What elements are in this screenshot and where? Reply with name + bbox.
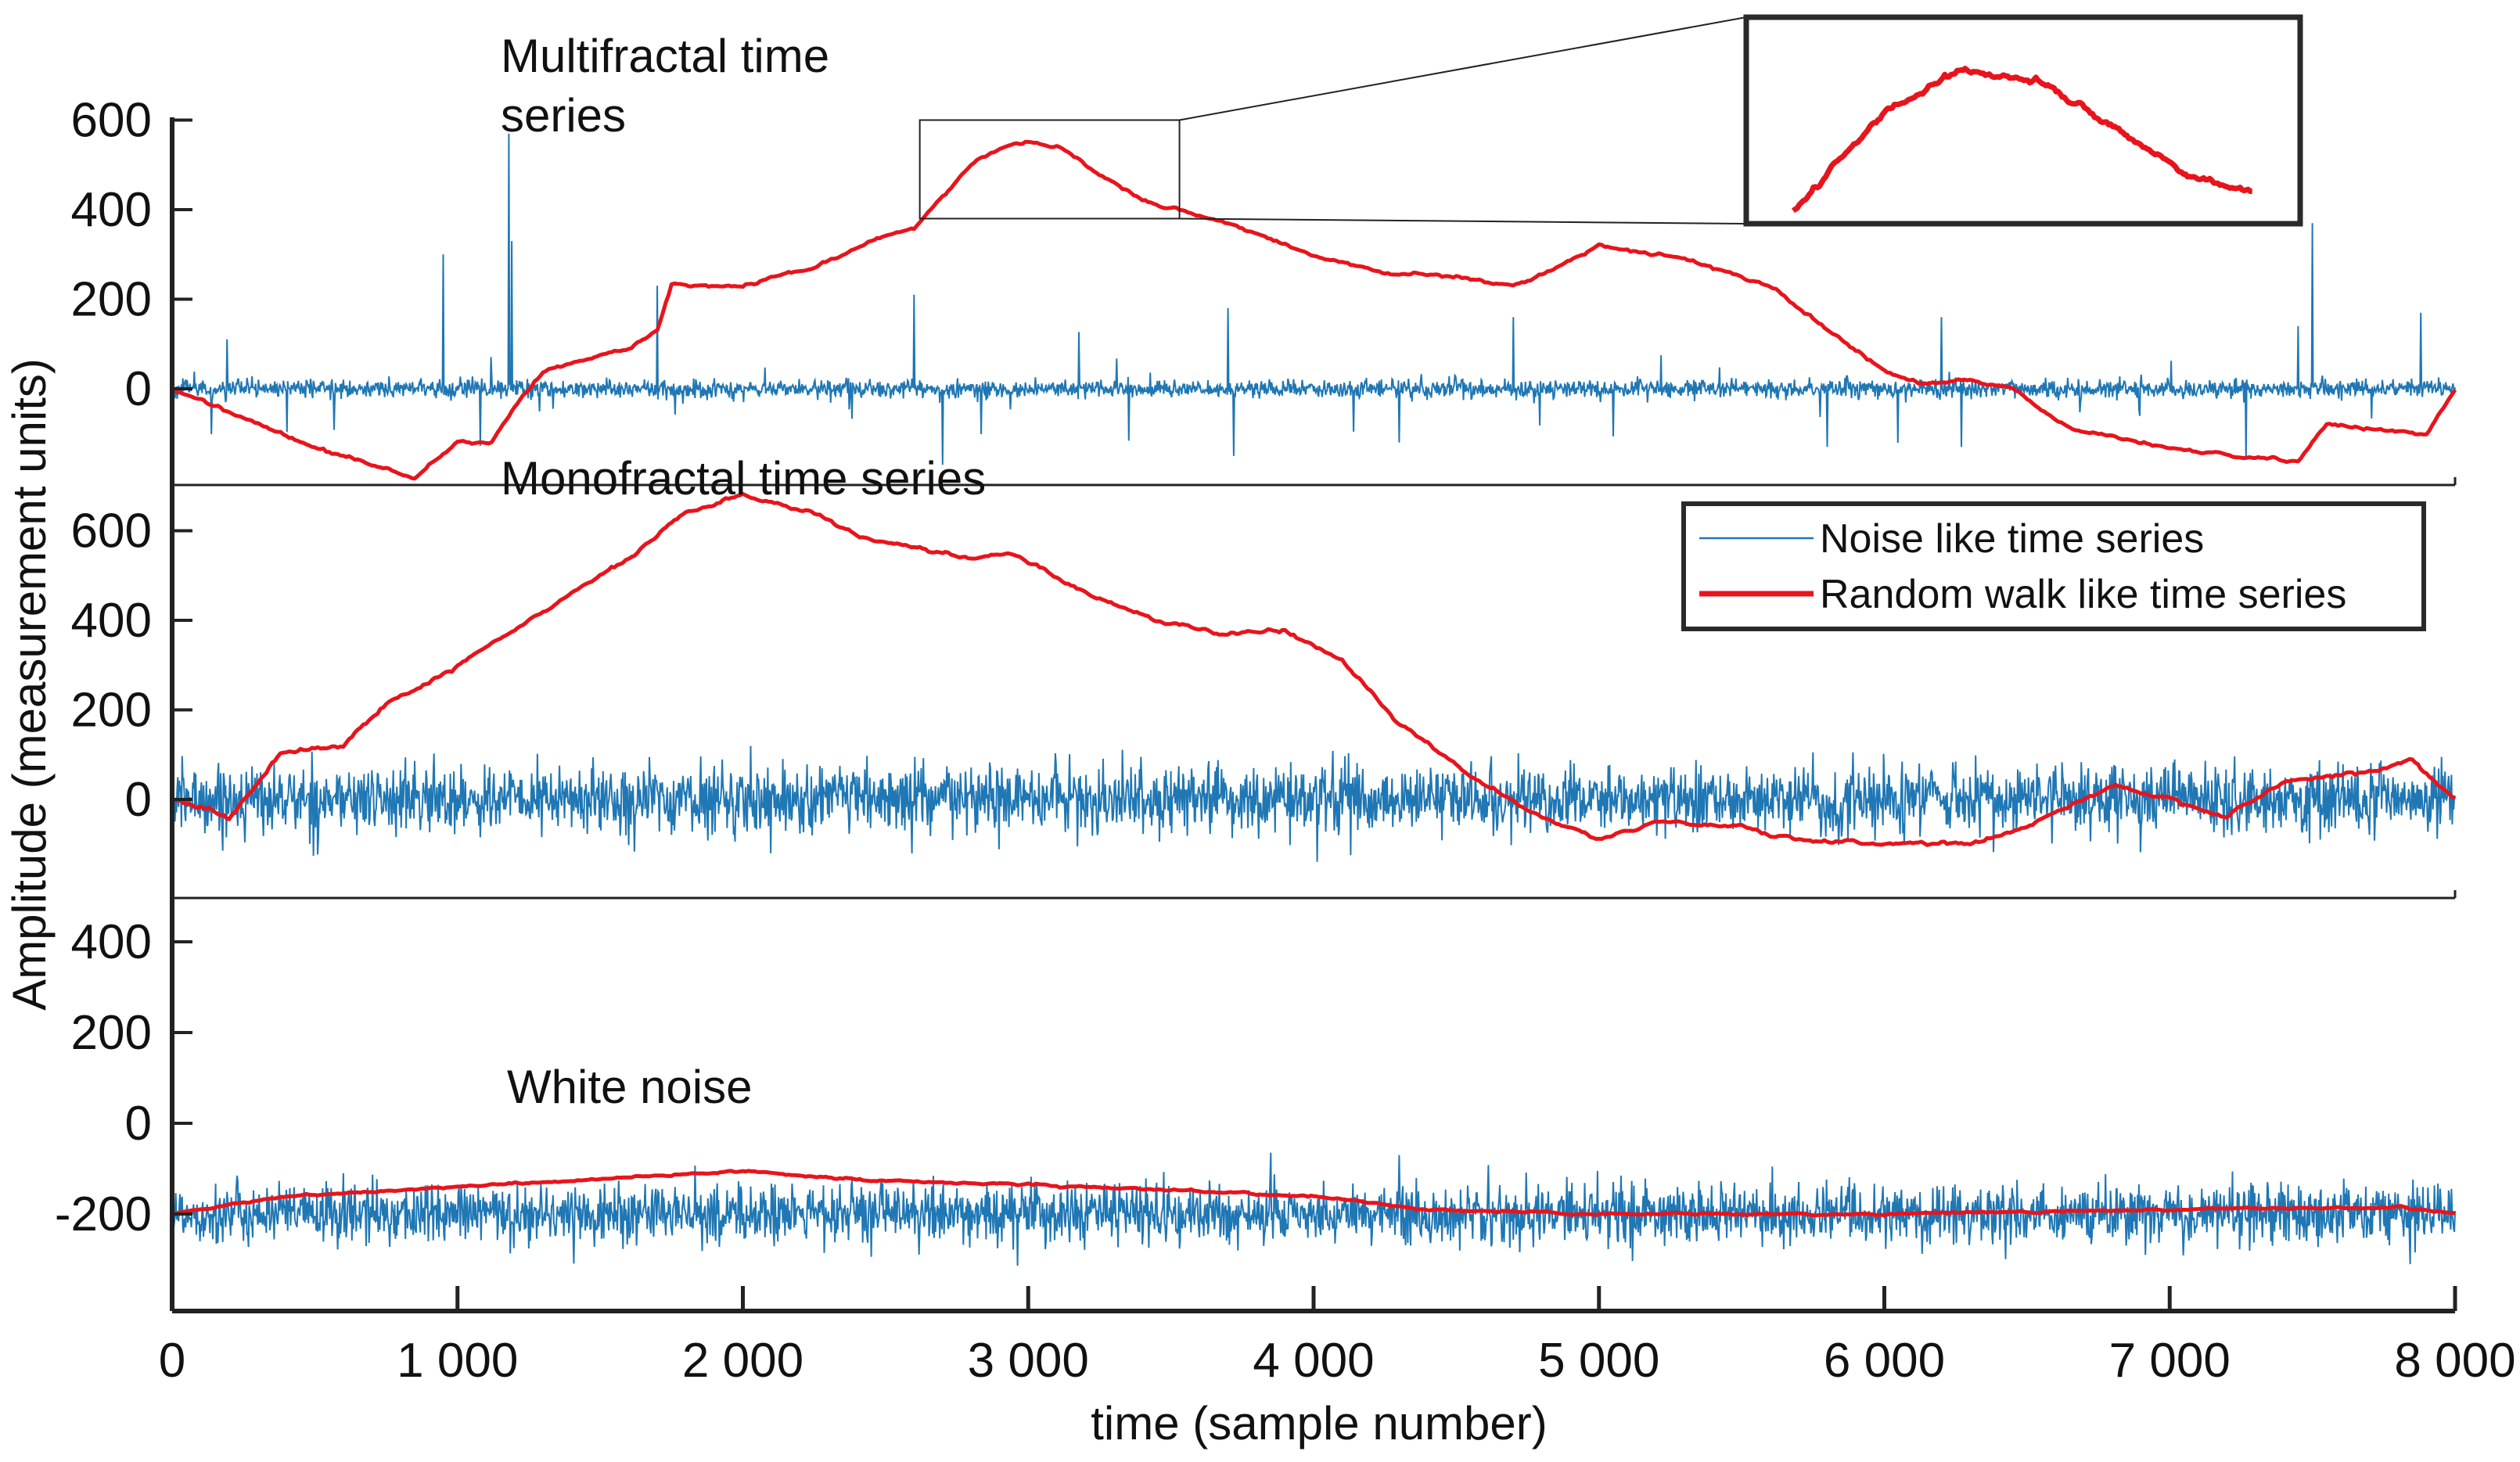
noise-series-whitenoise: [171, 1152, 2456, 1266]
legend: Noise like time series Random walk like …: [1681, 501, 2426, 631]
inset-random-walk-line: [1791, 66, 2253, 214]
y-tick-label-whitenoise: -200: [55, 1187, 152, 1241]
x-tick-label: 4 000: [1253, 1334, 1374, 1388]
y-tick-label-multifractal: 400: [71, 183, 152, 237]
random-walk-series-monofractal: [171, 491, 2457, 847]
y-axis-label: Amplitude (measurement units): [3, 358, 56, 1011]
zoom-source-rectangle: [918, 119, 1181, 220]
y-tick-label-whitenoise: 200: [71, 1006, 152, 1060]
panel-title-white-noise: White noise: [507, 1061, 752, 1113]
y-tick-label-whitenoise: 400: [71, 915, 152, 969]
random-walk-series-whitenoise: [171, 1169, 2456, 1218]
panel-monofractal: [171, 491, 2457, 862]
y-tick-label-multifractal: 0: [125, 362, 152, 416]
zoom-connector-line-top: [1179, 16, 1747, 121]
x-tick-label: 8 000: [2394, 1334, 2515, 1388]
legend-label-walk: Random walk like time series: [1820, 572, 2346, 617]
legend-box: [1681, 501, 2426, 631]
random-walk-series-multifractal: [171, 139, 2457, 481]
x-tick-label: 0: [159, 1334, 185, 1388]
panel-title-multifractal-line2: series: [501, 89, 626, 142]
noise-series-monofractal: [171, 745, 2456, 862]
y-tick-label-monofractal: 400: [71, 594, 152, 648]
noise-series-multifractal: [171, 133, 2456, 465]
inset-frame: [1743, 14, 2303, 227]
y-tick-label-monofractal: 600: [71, 505, 152, 559]
legend-label-noise: Noise like time series: [1820, 516, 2204, 562]
y-tick-label-whitenoise: 0: [125, 1097, 152, 1151]
panel-multifractal: [171, 133, 2457, 481]
x-tick-label: 3 000: [968, 1334, 1089, 1388]
zoom-inset: [918, 14, 2303, 227]
panel-whitenoise: [171, 1152, 2456, 1266]
panel-title-multifractal-line1: Multifractal time: [501, 30, 829, 82]
y-tick-label-multifractal: 200: [71, 273, 152, 327]
x-tick-label: 5 000: [1538, 1334, 1659, 1388]
x-tick-label: 7 000: [2109, 1334, 2231, 1388]
x-tick-label: 1 000: [397, 1334, 518, 1388]
x-tick-label: 2 000: [682, 1334, 803, 1388]
axes: 0 200 400 600 0 200 400 600 -200 0 200 400 0 1 000 2 0…: [55, 94, 2516, 1388]
y-tick-label-multifractal: 600: [71, 94, 152, 148]
y-tick-label-monofractal: 0: [125, 773, 152, 827]
zoom-connector-line-bottom: [1179, 217, 1747, 225]
panel-title-monofractal: Monofractal time series: [501, 452, 986, 505]
x-axis-label: time (sample number): [1091, 1397, 1548, 1449]
y-tick-label-monofractal: 200: [71, 684, 152, 738]
x-tick-label: 6 000: [1824, 1334, 1945, 1388]
